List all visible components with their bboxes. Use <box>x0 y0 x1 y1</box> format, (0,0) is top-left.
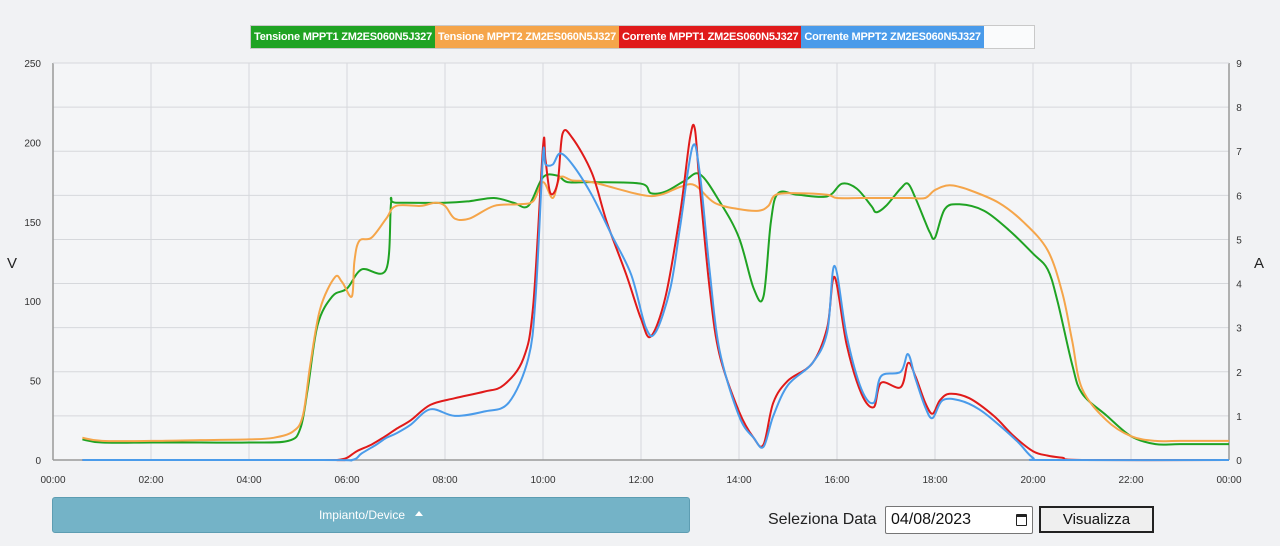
x-tick-label: 08:00 <box>432 475 457 486</box>
series-corrente-mppt1-line <box>82 123 1230 462</box>
y-axis-right-label: A <box>1254 255 1264 272</box>
x-tick-label: 18:00 <box>922 475 947 486</box>
chart-grid <box>53 63 1229 460</box>
y-right-tick-label: 3 <box>1236 324 1242 335</box>
y-axis-left-label: V <box>7 255 17 272</box>
legend-item-corrente-mppt1[interactable]: Corrente MPPT1 ZM2ES060N5J327 <box>619 26 802 48</box>
y-right-tick-label: 1 <box>1236 412 1242 423</box>
device-button-label: Impianto/Device <box>318 508 406 522</box>
x-tick-label: 10:00 <box>530 475 555 486</box>
line-chart: 00:00 02:00 04:00 06:00 08:00 10:00 12:00 14:00… <box>7 59 1264 486</box>
y-left-tick-label: 250 <box>24 59 41 70</box>
x-tick-label: 20:00 <box>1020 475 1045 486</box>
chart-ticks: 00:00 02:00 04:00 06:00 08:00 10:00 12:00 14:00… <box>24 59 1242 486</box>
x-tick-label: 04:00 <box>236 475 261 486</box>
y-right-tick-label: 2 <box>1236 368 1242 379</box>
y-left-tick-label: 100 <box>24 297 41 308</box>
date-input[interactable]: 04/08/2023 <box>885 506 1033 534</box>
y-right-tick-label: 8 <box>1236 103 1242 114</box>
y-right-tick-label: 7 <box>1236 147 1242 158</box>
select-date-label: Seleziona Data <box>768 511 877 528</box>
calendar-icon[interactable] <box>1016 514 1027 526</box>
y-right-tick-label: 5 <box>1236 235 1242 246</box>
x-tick-label: 00:00 <box>40 475 65 486</box>
x-tick-label: 00:00 <box>1216 475 1241 486</box>
y-left-tick-label: 0 <box>35 456 41 467</box>
x-tick-label: 14:00 <box>726 475 751 486</box>
y-left-tick-label: 150 <box>24 218 41 229</box>
x-tick-label: 16:00 <box>824 475 849 486</box>
y-right-tick-label: 6 <box>1236 191 1242 202</box>
series-tensione-mppt2-line <box>82 175 1229 443</box>
x-tick-label: 06:00 <box>334 475 359 486</box>
y-left-tick-label: 50 <box>30 377 42 388</box>
legend-item-corrente-mppt2[interactable]: Corrente MPPT2 ZM2ES060N5J327 <box>801 26 984 48</box>
series-tensione-mppt1-line <box>82 172 1229 446</box>
chart-series <box>82 123 1230 462</box>
legend-item-tensione-mppt2[interactable]: Tensione MPPT2 ZM2ES060N5J327 <box>435 26 620 48</box>
caret-up-icon <box>415 510 424 516</box>
date-value: 04/08/2023 <box>891 511 972 528</box>
legend-blank-cell <box>983 26 1034 48</box>
y-right-tick-label: 0 <box>1236 456 1242 467</box>
chart-legend: Tensione MPPT1 ZM2ES060N5J327 Tensione M… <box>250 25 1035 49</box>
x-tick-label: 12:00 <box>628 475 653 486</box>
legend-item-tensione-mppt1[interactable]: Tensione MPPT1 ZM2ES060N5J327 <box>251 26 436 48</box>
y-right-tick-label: 4 <box>1236 280 1242 291</box>
x-tick-label: 02:00 <box>138 475 163 486</box>
device-dropdown-button[interactable]: Impianto/Device <box>52 497 690 533</box>
series-corrente-mppt2-line <box>82 143 1230 462</box>
y-left-tick-label: 200 <box>24 138 41 149</box>
y-right-tick-label: 9 <box>1236 59 1242 70</box>
view-button[interactable]: Visualizza <box>1039 506 1154 533</box>
x-tick-label: 22:00 <box>1118 475 1143 486</box>
